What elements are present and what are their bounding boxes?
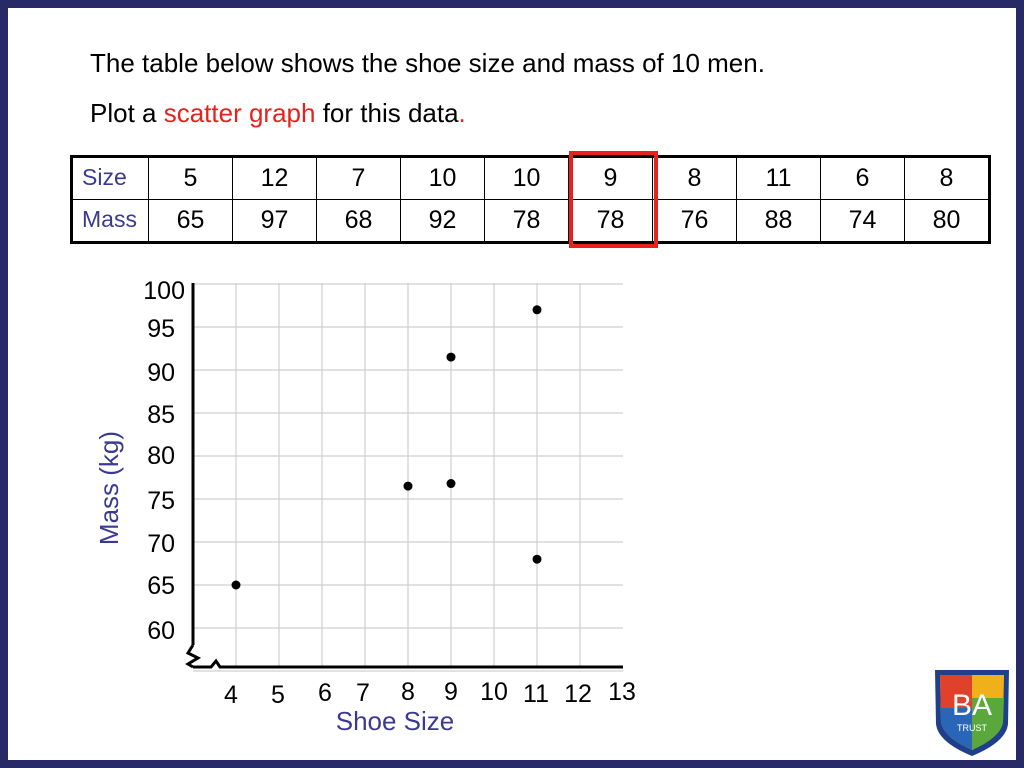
mass-cell: 88: [736, 199, 821, 243]
x-tick-label: 13: [608, 678, 636, 706]
y-axis-title: Mass (kg): [94, 431, 124, 545]
mass-cell: 80: [904, 199, 990, 243]
data-point: [532, 554, 542, 564]
y-tick-label: 65: [147, 572, 175, 600]
instruction-start: Plot a: [90, 98, 164, 128]
size-cell: 11: [736, 156, 821, 200]
logo-shield-band-icon: [940, 708, 972, 750]
size-cell: 7: [316, 156, 401, 200]
size-cell: 6: [820, 156, 905, 200]
x-axis-title: Shoe Size: [336, 706, 455, 736]
size-cell: 10: [484, 156, 569, 200]
logo-letters: BA: [952, 689, 992, 722]
question-heading: The table below shows the shoe size and …: [90, 48, 765, 78]
x-tick-label: 7: [356, 679, 370, 707]
size-row: Size 5 12 7 10 10 9 8 11 6 8: [71, 156, 990, 200]
y-tick-label: 75: [147, 487, 175, 515]
mass-cell: 68: [316, 199, 401, 243]
logo-word: TRUST: [957, 723, 987, 733]
x-axis-line: [193, 658, 623, 669]
slide: The table below shows the shoe size and …: [8, 8, 1016, 760]
y-tick-label: 60: [147, 617, 175, 645]
x-tick-label: 8: [401, 678, 415, 706]
size-cell: 8: [652, 156, 737, 200]
highlighted-column-box: [569, 151, 658, 248]
data-point: [231, 580, 241, 590]
data-table: Size 5 12 7 10 10 9 8 11 6 8 Mass 65 97 …: [70, 155, 991, 244]
instruction-period: .: [458, 98, 466, 128]
mass-cell: 74: [820, 199, 905, 243]
size-cell: 9: [568, 156, 653, 200]
mass-row: Mass 65 97 68 92 78 78 76 88 74 80: [71, 199, 990, 243]
data-point: [403, 481, 413, 491]
mass-cell: 97: [232, 199, 317, 243]
x-tick-label: 6: [318, 679, 332, 707]
scatter-chart: 100 95 90 85 80 75 70 65 60 4 5 6 7 8 9 10 11 12 13 Shoe Si…: [94, 277, 636, 736]
instruction-text: Plot a scatter graph for this data.: [90, 98, 466, 129]
y-tick-label: 70: [147, 530, 175, 558]
data-point: [532, 305, 542, 315]
x-tick-label: 10: [480, 678, 508, 706]
mass-row-label: Mass: [71, 199, 149, 243]
y-tick-label: 80: [147, 442, 175, 470]
mass-cell: 76: [652, 199, 737, 243]
size-row-label: Size: [71, 156, 149, 200]
mass-cell: 92: [400, 199, 485, 243]
size-cell: 12: [232, 156, 317, 200]
x-tick-label: 9: [444, 678, 458, 706]
instruction-rest: for this data: [315, 98, 459, 128]
x-tick-label: 12: [564, 680, 592, 708]
x-tick-label: 11: [523, 680, 549, 708]
logo-shield-band-icon: [972, 698, 1004, 750]
x-tick-label: 5: [271, 681, 285, 709]
data-point: [446, 352, 456, 362]
instruction-highlight: scatter graph: [163, 98, 316, 128]
y-tick-label: 90: [147, 359, 175, 387]
x-tick-label: 4: [224, 681, 238, 709]
ba-trust-logo: BA TRUST: [935, 670, 1009, 756]
y-tick-label: 95: [147, 315, 175, 343]
size-cell: 8: [904, 156, 990, 200]
y-tick-label: 85: [147, 401, 175, 429]
y-axis-break-icon: [185, 644, 202, 669]
mass-cell: 65: [148, 199, 233, 243]
data-point: [446, 479, 456, 489]
y-tick-label: 100: [143, 277, 185, 305]
